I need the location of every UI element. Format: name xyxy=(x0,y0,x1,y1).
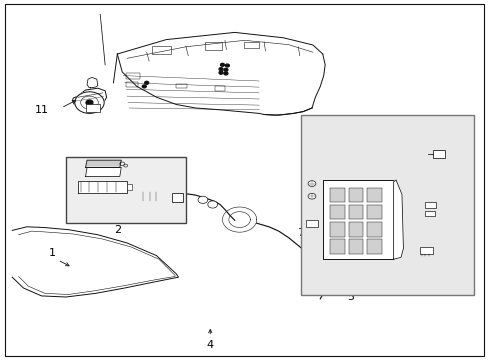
Bar xyxy=(366,239,381,254)
Bar xyxy=(432,150,444,158)
Bar xyxy=(329,222,344,237)
Bar xyxy=(66,157,185,223)
Bar xyxy=(126,73,140,79)
Bar xyxy=(425,211,434,216)
Circle shape xyxy=(86,100,93,105)
Bar xyxy=(366,188,381,202)
Bar xyxy=(305,220,317,227)
Polygon shape xyxy=(78,181,127,193)
Text: 6: 6 xyxy=(442,207,448,217)
Circle shape xyxy=(219,68,223,71)
Bar xyxy=(425,202,435,208)
Text: 5: 5 xyxy=(347,292,354,302)
Circle shape xyxy=(207,201,217,208)
Circle shape xyxy=(144,81,148,84)
Bar xyxy=(244,42,259,48)
Circle shape xyxy=(142,85,146,88)
Bar xyxy=(348,239,363,254)
Bar xyxy=(366,222,381,237)
Polygon shape xyxy=(12,227,178,297)
Circle shape xyxy=(220,63,224,66)
Bar xyxy=(85,104,100,112)
Bar xyxy=(322,180,393,259)
Bar xyxy=(329,188,344,202)
Circle shape xyxy=(307,181,315,186)
Bar xyxy=(348,222,363,237)
Text: 3: 3 xyxy=(133,170,140,180)
Polygon shape xyxy=(85,167,121,176)
Circle shape xyxy=(225,64,229,67)
Circle shape xyxy=(75,92,104,113)
Circle shape xyxy=(224,72,227,75)
Circle shape xyxy=(198,196,207,203)
Text: 7: 7 xyxy=(296,228,304,238)
Polygon shape xyxy=(393,180,403,259)
Bar xyxy=(151,46,171,54)
Bar xyxy=(300,115,473,295)
Circle shape xyxy=(307,193,315,199)
Circle shape xyxy=(224,68,227,71)
Bar xyxy=(126,82,138,87)
Bar xyxy=(329,205,344,219)
Bar xyxy=(348,205,363,219)
Bar xyxy=(142,191,166,202)
Bar xyxy=(419,247,432,254)
Bar xyxy=(348,188,363,202)
Text: 10: 10 xyxy=(442,255,456,265)
Text: 11: 11 xyxy=(35,105,49,115)
Bar xyxy=(127,184,132,190)
Bar xyxy=(329,239,344,254)
Bar xyxy=(205,42,222,50)
Bar xyxy=(366,205,381,219)
Bar xyxy=(176,84,186,88)
Text: 9: 9 xyxy=(442,156,449,166)
Bar xyxy=(172,193,183,202)
Polygon shape xyxy=(72,88,106,112)
Circle shape xyxy=(219,71,223,74)
Text: 1: 1 xyxy=(49,248,56,258)
Text: 2: 2 xyxy=(114,225,121,235)
Text: 8: 8 xyxy=(442,215,449,225)
Polygon shape xyxy=(85,160,121,167)
Bar xyxy=(215,86,224,91)
Text: 4: 4 xyxy=(206,340,213,350)
